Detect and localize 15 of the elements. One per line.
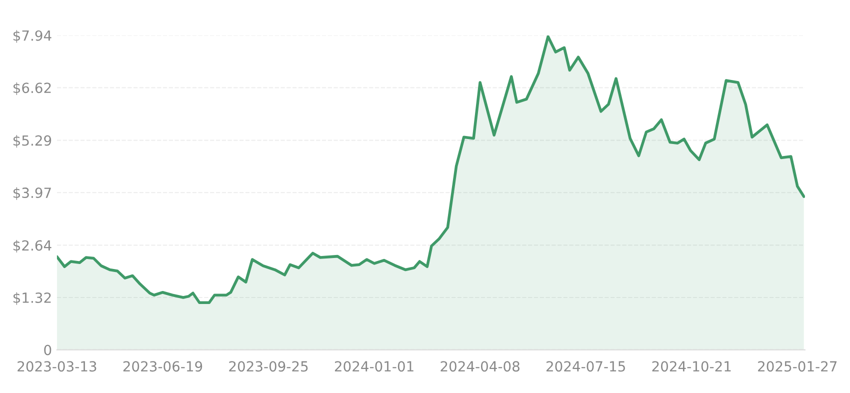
x-tick-label: 2025-01-27 [758,361,837,372]
y-tick-label: $1.32 [13,292,51,305]
y-tick-label: 0 [44,344,52,356]
x-tick-label: 2024-04-08 [440,361,520,372]
x-tick-label: 2023-06-19 [123,361,202,372]
y-tick-label: $7.94 [13,30,52,43]
x-tick-label: 2023-03-13 [18,361,96,372]
y-tick-label: $5.29 [13,135,52,148]
x-tick-label: 2024-07-15 [546,361,625,372]
y-tick-label: $6.62 [13,82,51,95]
y-tick-label: $2.64 [13,240,52,253]
x-tick-label: 2024-01-01 [334,361,414,372]
x-tick-label: 2023-09-25 [229,361,308,372]
x-tick-label: 2024-10-21 [652,361,731,372]
y-tick-label: $3.97 [13,187,51,200]
